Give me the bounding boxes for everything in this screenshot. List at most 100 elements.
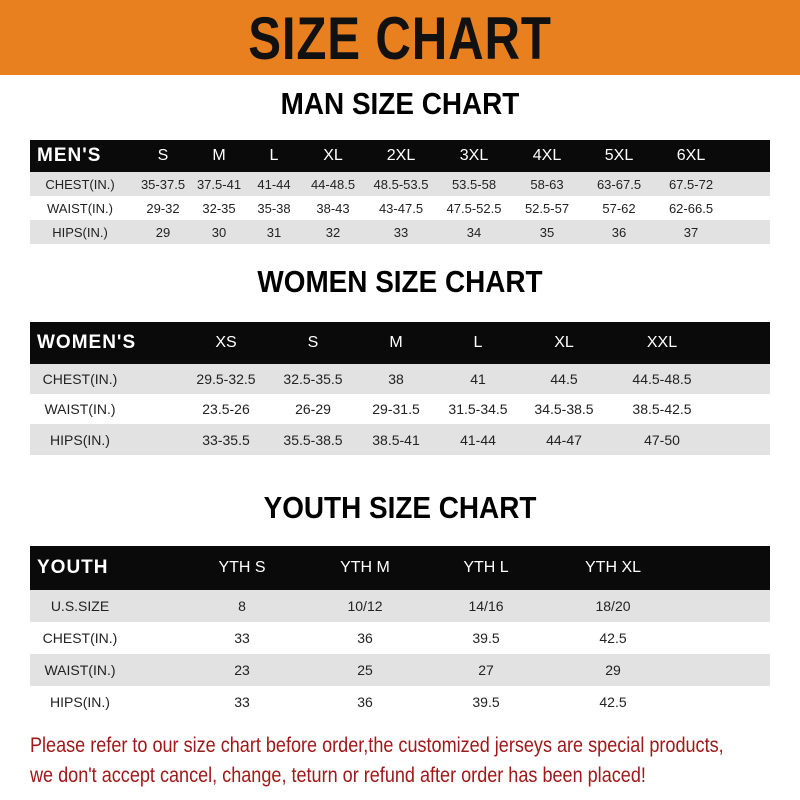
table-cell: 53.5-58 [451, 176, 497, 192]
table-cell: 14/16 [468, 598, 504, 614]
table-cell: 35.5-38.5 [283, 431, 343, 448]
table-cell: 29 [155, 224, 171, 240]
table-row: CHEST(IN.) 35-37.5 37.5-41 41-44 44-48.5 48.5… [30, 172, 770, 196]
table-cell: 42.5 [599, 630, 627, 646]
table-cell: 37.5-41 [196, 176, 242, 192]
notice-line-1: Please refer to our size chart before or… [30, 734, 724, 757]
row-label: CHEST(IN.) [42, 630, 118, 646]
table-cell: 27 [478, 662, 494, 678]
row-label: CHEST(IN.) [45, 176, 115, 192]
page-title: SIZE CHART [248, 5, 552, 72]
table-cell: 25 [357, 662, 373, 678]
table-cell: 29 [605, 662, 621, 678]
table-cell: 36 [611, 224, 627, 240]
table-cell: 41-44 [257, 176, 291, 192]
table-cell: 63-67.5 [596, 176, 642, 192]
table-cell: 38-43 [316, 200, 350, 216]
table-cell: 23.5-26 [202, 401, 250, 417]
table-cell: 35 [539, 224, 555, 240]
size-column-header: 6XL [676, 147, 706, 164]
header-row: MEN'S S M L XL 2XL 3XL 4XL 5XL 6XL [30, 140, 770, 172]
size-column-header: M [212, 147, 226, 164]
table-cell: 48.5-53.5 [373, 176, 429, 192]
table-cell: 57-62 [602, 200, 636, 216]
table-cell: 32 [325, 224, 341, 240]
row-label: CHEST(IN.) [42, 371, 118, 387]
table-cell: 26-29 [295, 401, 331, 417]
size-column-header: YTH L [463, 559, 509, 576]
youth-size-table: YOUTH YTH S YTH M YTH L YTH XL U.S.SIZE 8 10/12… [30, 546, 770, 718]
table-cell: 62-66.5 [668, 200, 714, 216]
table-cell: 36 [357, 694, 373, 710]
table-cell: 37 [683, 224, 699, 240]
table-row: WAIST(IN.) 23.5-26 26-29 29-31.5 31.5-34.5 34… [30, 394, 770, 424]
table-cell: 33-35.5 [202, 431, 250, 448]
table-cell: 33 [393, 224, 409, 240]
size-column-header: 2XL [386, 147, 416, 164]
row-label: WAIST(IN.) [44, 662, 116, 678]
table-row: HIPS(IN.) 33-35.5 35.5-38.5 38.5-41 41-44 44-… [30, 424, 770, 455]
table-cell: 10/12 [347, 598, 383, 614]
table-cell: 31 [266, 224, 282, 240]
table-cell: 52.5-57 [524, 200, 570, 216]
header-row: WOMEN'S XS S M L XL XXL [30, 322, 770, 364]
women-section-title: WOMEN SIZE CHART [257, 264, 543, 299]
size-column-header: YTH XL [584, 559, 642, 576]
row-label: HIPS(IN.) [50, 694, 110, 710]
table-row: WAIST(IN.) 29-32 32-35 35-38 38-43 43-47.5 47.… [30, 196, 770, 220]
table-cell: 18/20 [595, 598, 631, 614]
notice-line-2: we don't accept cancel, change, teturn o… [30, 764, 646, 787]
youth-section-title: YOUTH SIZE CHART [263, 490, 537, 525]
table-cell: 8 [238, 598, 246, 614]
table-cell: 32.5-35.5 [283, 371, 343, 387]
row-label: HIPS(IN.) [52, 224, 108, 240]
row-label: WAIST(IN.) [47, 200, 113, 216]
size-column-header: 5XL [604, 147, 634, 164]
table-cell: 23 [234, 662, 250, 678]
row-label: U.S.SIZE [50, 598, 110, 614]
size-column-header: 3XL [459, 147, 489, 164]
table-heading: WOMEN'S [37, 332, 137, 353]
table-cell: 29.5-32.5 [196, 371, 256, 387]
table-row: HIPS(IN.) 29 30 31 32 33 34 35 36 37 [30, 220, 770, 244]
table-cell: 34.5-38.5 [534, 401, 594, 417]
table-row: CHEST(IN.) 33 36 39.5 42.5 [30, 622, 770, 654]
table-cell: 35-37.5 [140, 176, 186, 192]
size-column-header: L [473, 334, 483, 351]
size-column-header: M [389, 334, 403, 351]
size-column-header: XL [323, 147, 343, 164]
size-column-header: YTH M [340, 559, 390, 576]
table-cell: 31.5-34.5 [448, 401, 508, 417]
size-column-header: XXL [646, 334, 678, 351]
women-size-table: WOMEN'S XS S M L XL XXL CHEST(IN.) 29.5-32.5 32.5… [30, 322, 770, 455]
table-heading: MEN'S [37, 145, 102, 166]
table-row: WAIST(IN.) 23 25 27 29 [30, 654, 770, 686]
table-cell: 47-50 [644, 431, 680, 448]
table-row: HIPS(IN.) 33 36 39.5 42.5 [30, 686, 770, 718]
table-cell: 43-47.5 [378, 200, 424, 216]
table-cell: 39.5 [472, 630, 500, 646]
size-column-header: YTH S [218, 559, 266, 576]
table-cell: 39.5 [472, 694, 500, 710]
title-banner: SIZE CHART [0, 0, 800, 75]
table-cell: 35-38 [257, 200, 291, 216]
table-row: U.S.SIZE 8 10/12 14/16 18/20 [30, 590, 770, 622]
table-cell: 58-63 [530, 176, 564, 192]
size-column-header: XL [554, 334, 574, 351]
table-cell: 33 [234, 694, 250, 710]
table-cell: 47.5-52.5 [446, 200, 502, 216]
size-column-header: XS [215, 334, 237, 351]
table-heading: YOUTH [37, 557, 109, 578]
table-cell: 38.5-41 [372, 431, 420, 448]
table-cell: 41-44 [460, 431, 496, 448]
size-column-header: L [269, 147, 279, 164]
table-cell: 34 [466, 224, 482, 240]
table-cell: 41 [470, 371, 486, 387]
table-cell: 38.5-42.5 [632, 401, 692, 417]
table-cell: 44-47 [546, 431, 582, 448]
table-cell: 29-31.5 [372, 401, 420, 417]
men-section-title: MAN SIZE CHART [280, 86, 520, 121]
size-column-header: S [307, 334, 319, 351]
table-cell: 36 [357, 630, 373, 646]
table-cell: 44.5 [550, 371, 578, 387]
